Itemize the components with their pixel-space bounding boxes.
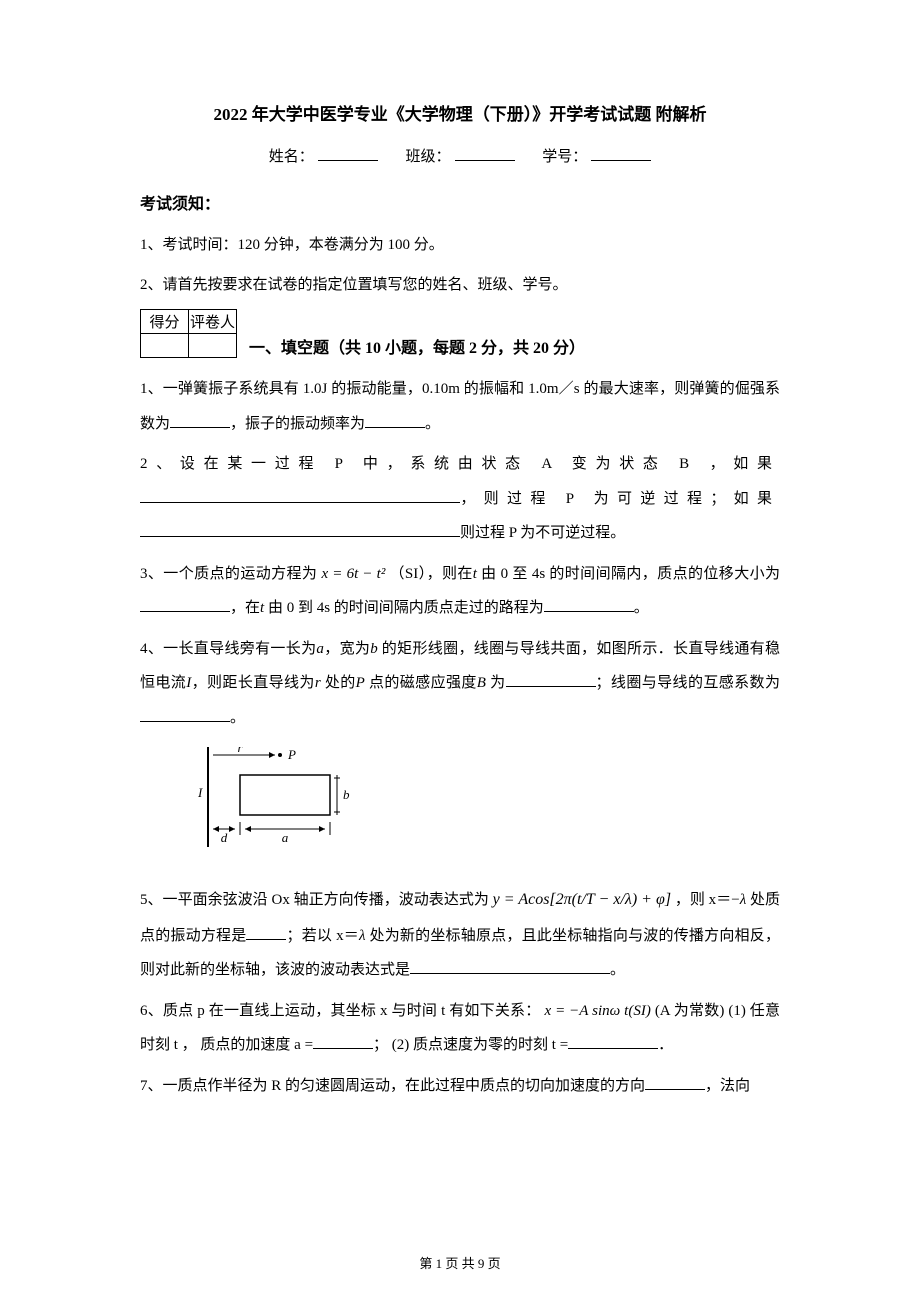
q1-blank-2 [365, 413, 425, 428]
q4-text-b: ，宽为 [324, 641, 370, 657]
class-blank [455, 160, 515, 161]
q4-blank-1 [506, 672, 596, 687]
q5-text-a: 5、一平面余弦波沿 Ox 轴正方向传播，波动表达式为 [140, 892, 493, 908]
diagram-label-I: I [197, 785, 203, 800]
q4-text-h: ；线圈与导线的互感系数为 [596, 675, 780, 691]
q5-text-f: 。 [610, 962, 625, 978]
q2-text-b: ，则过程 P 为可逆过程；如果 [460, 491, 780, 507]
score-cell-2 [189, 334, 237, 358]
q4-diagram: r P I b d a [180, 747, 780, 862]
page-number: 第 1 页 共 9 页 [0, 1253, 920, 1272]
q3-blank-1 [140, 597, 230, 612]
q5-formula: y = Acos[2π(t/T − x/λ) + φ] [493, 891, 671, 908]
q2-blank-2 [140, 522, 460, 537]
q4-text-i: 。 [230, 710, 245, 726]
question-1: 1、一弹簧振子系统具有 1.0J 的振动能量，0.10m 的振幅和 1.0m／s… [140, 372, 780, 441]
section-1-title: 一、填空题（共 10 小题，每题 2 分，共 20 分） [249, 334, 585, 358]
score-col-1: 得分 [141, 310, 189, 334]
q4-var-B: B [477, 675, 486, 691]
q3-text-d: ，在 [230, 600, 260, 616]
q3-text-a: 3、一个质点的运动方程为 [140, 566, 317, 582]
instructions-heading: 考试须知： [140, 190, 780, 214]
instruction-2: 2、请首先按要求在试卷的指定位置填写您的姓名、班级、学号。 [140, 270, 780, 302]
q7-text-a: 7、一质点作半径为 R 的匀速圆周运动，在此过程中质点的切向加速度的方向 [140, 1078, 645, 1094]
q5-text-b: ，则 x＝− [675, 892, 740, 908]
instruction-1: 1、考试时间：120 分钟，本卷满分为 100 分。 [140, 230, 780, 262]
q6-formula: x = −A sinω t(SI) [544, 1003, 650, 1019]
q2-text-a: 2、设在某一过程 P 中，系统由状态 A 变为状态 B ，如果 [140, 456, 780, 472]
diagram-label-a: a [282, 830, 289, 845]
q6-text-a: 6、质点 p 在一直线上运动，其坐标 x 与时间 t 有如下关系： [140, 1003, 540, 1019]
score-table: 得分 评卷人 [140, 309, 237, 358]
question-7: 7、一质点作半径为 R 的匀速圆周运动，在此过程中质点的切向加速度的方向 ，法向 [140, 1069, 780, 1104]
q6-blank-1 [313, 1034, 373, 1049]
id-blank [591, 160, 651, 161]
class-label: 班级： [405, 149, 450, 165]
name-label: 姓名： [269, 149, 314, 165]
q3-text-c: 由 0 至 4s 的时间间隔内，质点的位移大小为 [477, 566, 780, 582]
q5-blank-2 [410, 959, 610, 974]
question-5: 5、一平面余弦波沿 Ox 轴正方向传播，波动表达式为 y = Acos[2π(t… [140, 882, 780, 988]
q5-blank-1 [246, 925, 286, 940]
score-cell-1 [141, 334, 189, 358]
q1-text-b: ，振子的振动频率为 [230, 416, 365, 432]
q7-text-b: ，法向 [705, 1078, 750, 1094]
diagram-label-b: b [343, 787, 350, 802]
q2-text-c: 则过程 P 为不可逆过程。 [460, 525, 625, 541]
q4-var-P: P [356, 675, 365, 691]
q4-text-a: 4、一长直导线旁有一长为 [140, 641, 316, 657]
diagram-label-d: d [221, 830, 228, 845]
q6-text-d: ． [658, 1037, 673, 1053]
q3-formula-1: x = 6t − t² [322, 566, 386, 582]
q4-text-e: 处的 [321, 675, 356, 691]
question-4: 4、一长直导线旁有一长为a，宽为b 的矩形线圈，线圈与导线共面，如图所示．长直导… [140, 632, 780, 736]
question-2: 2、设在某一过程 P 中，系统由状态 A 变为状态 B ，如果 ，则过程 P 为… [140, 447, 780, 551]
q5-text-d: ；若以 x＝ [286, 928, 359, 944]
q2-blank-1 [140, 488, 460, 503]
q4-text-g: 为 [486, 675, 506, 691]
q3-text-e: 由 0 到 4s 的时间间隔内质点走过的路程为 [264, 600, 544, 616]
id-label: 学号： [542, 149, 587, 165]
q6-blank-2 [568, 1034, 658, 1049]
q3-blank-2 [544, 597, 634, 612]
q6-text-c: ； (2) 质点速度为零的时刻 t = [373, 1037, 568, 1053]
q4-var-a: a [316, 641, 324, 657]
question-6: 6、质点 p 在一直线上运动，其坐标 x 与时间 t 有如下关系： x = −A… [140, 994, 780, 1063]
q3-text-b: （SI），则在 [390, 566, 473, 582]
q3-text-f: 。 [634, 600, 649, 616]
q7-blank-1 [645, 1075, 705, 1090]
q4-var-b: b [370, 641, 378, 657]
q1-blank-1 [170, 413, 230, 428]
diagram-label-r: r [237, 747, 243, 755]
section-header-row: 得分 评卷人 一、填空题（共 10 小题，每题 2 分，共 20 分） [140, 309, 780, 358]
q4-blank-2 [140, 707, 230, 722]
q4-text-f: 点的磁感应强度 [365, 675, 477, 691]
name-blank [318, 160, 378, 161]
diagram-label-P: P [287, 747, 296, 762]
q4-text-d: ，则距长直导线为 [191, 675, 315, 691]
question-3: 3、一个质点的运动方程为 x = 6t − t² （SI），则在t 由 0 至 … [140, 557, 780, 626]
q1-text-c: 。 [425, 416, 440, 432]
score-col-2: 评卷人 [189, 310, 237, 334]
exam-title: 2022 年大学中医学专业《大学物理（下册）》开学考试试题 附解析 [140, 100, 780, 125]
student-info-line: 姓名： 班级： 学号： [140, 145, 780, 166]
